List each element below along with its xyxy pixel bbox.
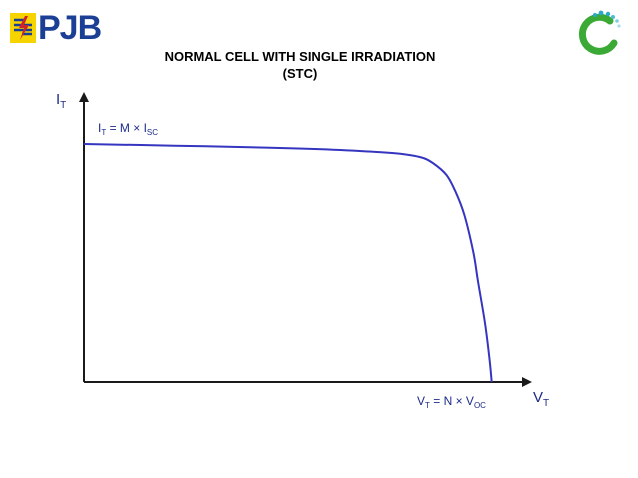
isc-annotation: IT = M × ISC [98,121,158,137]
slide-title-line1: NORMAL CELL WITH SINGLE IRRADIATION [164,49,436,64]
pjb-logo: PJB [10,9,108,47]
leaf-ring-icon [578,10,621,55]
voc-annotation: VT = N × VOC [417,394,486,410]
pjb-logo-text: PJB [38,9,102,47]
company-logo [576,8,626,58]
y-axis-label: IT [56,91,66,111]
x-axis-label: VT [533,389,549,409]
slide-title: NORMAL CELL WITH SINGLE IRRADIATION (STC… [0,48,600,82]
slide-title-line2: (STC) [282,66,318,81]
lightning-icon [10,13,36,43]
iv-curve-line [83,143,493,383]
series-layer [83,143,493,383]
pjb-logo-mark [10,13,36,43]
